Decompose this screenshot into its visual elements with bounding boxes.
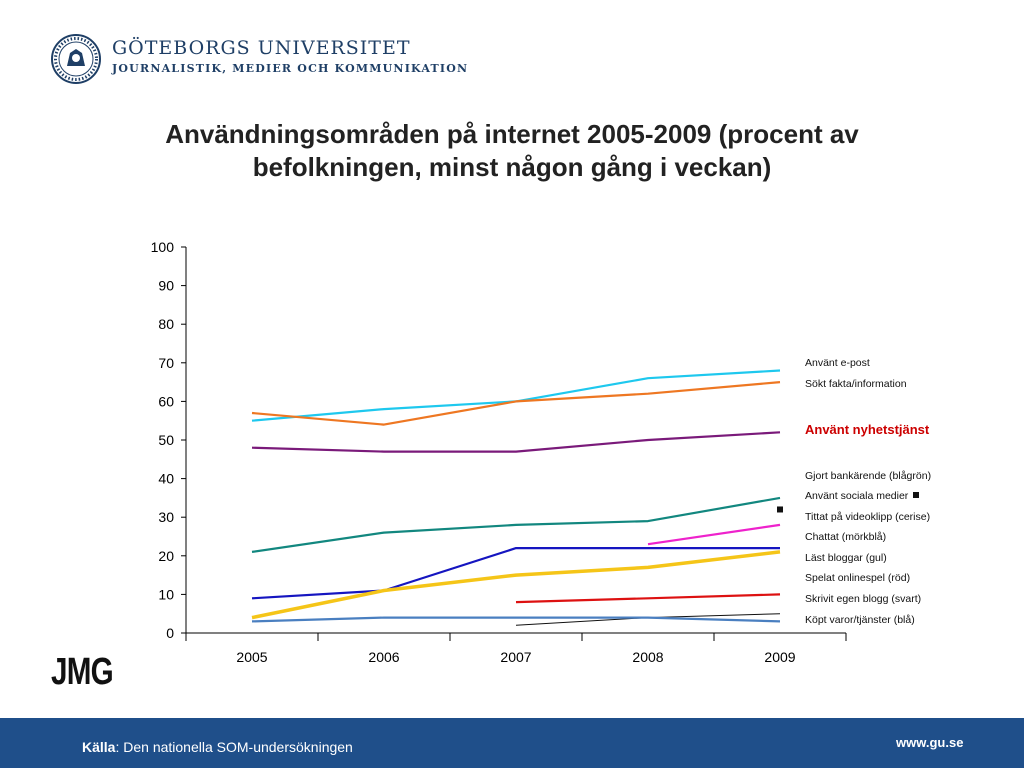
legend-entry-2: Använt nyhetstjänst bbox=[805, 422, 930, 437]
legend-entry-4: Använt sociala medier bbox=[805, 490, 920, 502]
y-tick-label-4: 40 bbox=[158, 471, 174, 487]
series-line-7 bbox=[251, 550, 781, 620]
y-tick-label-3: 30 bbox=[158, 509, 174, 525]
y-tick-label-9: 90 bbox=[158, 278, 174, 294]
legend-entry-0: Använt e-post bbox=[805, 357, 870, 369]
x-tick-label-4: 2009 bbox=[764, 649, 795, 665]
y-tick-label-2: 20 bbox=[158, 548, 174, 564]
y-tick-label-10: 100 bbox=[151, 239, 175, 255]
source-note: Källa: Den nationella SOM-undersökningen bbox=[82, 739, 353, 755]
series-line-10 bbox=[251, 616, 781, 623]
series-line-1 bbox=[251, 381, 781, 426]
x-tick-label-0: 2005 bbox=[236, 649, 267, 665]
footer: Källa: Den nationella SOM-undersökningen… bbox=[0, 718, 1024, 768]
chart-title: Användningsområden på internet 2005-2009… bbox=[165, 119, 859, 182]
y-tick-label-7: 70 bbox=[158, 355, 174, 371]
legend-entry-7: Läst bloggar (gul) bbox=[805, 552, 887, 564]
series-marker-4 bbox=[777, 506, 783, 513]
x-tick-label-1: 2006 bbox=[368, 649, 399, 665]
y-tick-label-6: 60 bbox=[158, 393, 174, 409]
series-line-5 bbox=[647, 523, 781, 546]
university-name: GÖTEBORGS UNIVERSITET bbox=[112, 37, 411, 59]
source-text: : Den nationella SOM-undersökningen bbox=[115, 739, 353, 755]
x-tick-label-2: 2007 bbox=[500, 649, 531, 665]
legend-entry-3: Gjort bankärende (blågrön) bbox=[805, 470, 932, 482]
university-seal-icon bbox=[51, 34, 101, 84]
legend-entry-8: Spelat onlinespel (röd) bbox=[805, 572, 911, 584]
department-name: JOURNALISTIK, MEDIER OCH KOMMUNIKATION bbox=[112, 62, 469, 75]
legend-entry-6: Chattat (mörkblå) bbox=[805, 531, 887, 543]
y-tick-label-1: 10 bbox=[158, 586, 174, 602]
legend-entry-1: Sökt fakta/information bbox=[805, 378, 907, 390]
legend-marker-icon bbox=[913, 492, 920, 498]
y-tick-label-8: 80 bbox=[158, 316, 174, 332]
legend-entry-5: Tittat på videoklipp (cerise) bbox=[805, 511, 931, 523]
website-link[interactable]: www.gu.se bbox=[896, 735, 964, 750]
y-tick-label-5: 50 bbox=[158, 432, 174, 448]
x-tick-label-3: 2008 bbox=[632, 649, 663, 665]
series-line-8 bbox=[515, 593, 781, 604]
legend-entry-9: Skrivit egen blogg (svart) bbox=[805, 593, 922, 605]
source-label: Källa bbox=[82, 739, 116, 755]
series-line-0 bbox=[251, 369, 781, 422]
series-line-2 bbox=[251, 431, 781, 453]
series-line-3 bbox=[251, 496, 781, 553]
legend-entry-10: Köpt varor/tjänster (blå) bbox=[805, 614, 915, 626]
jmg-logo: JMG bbox=[51, 651, 114, 693]
y-tick-label-0: 0 bbox=[166, 625, 174, 641]
series-line-6 bbox=[251, 546, 780, 600]
